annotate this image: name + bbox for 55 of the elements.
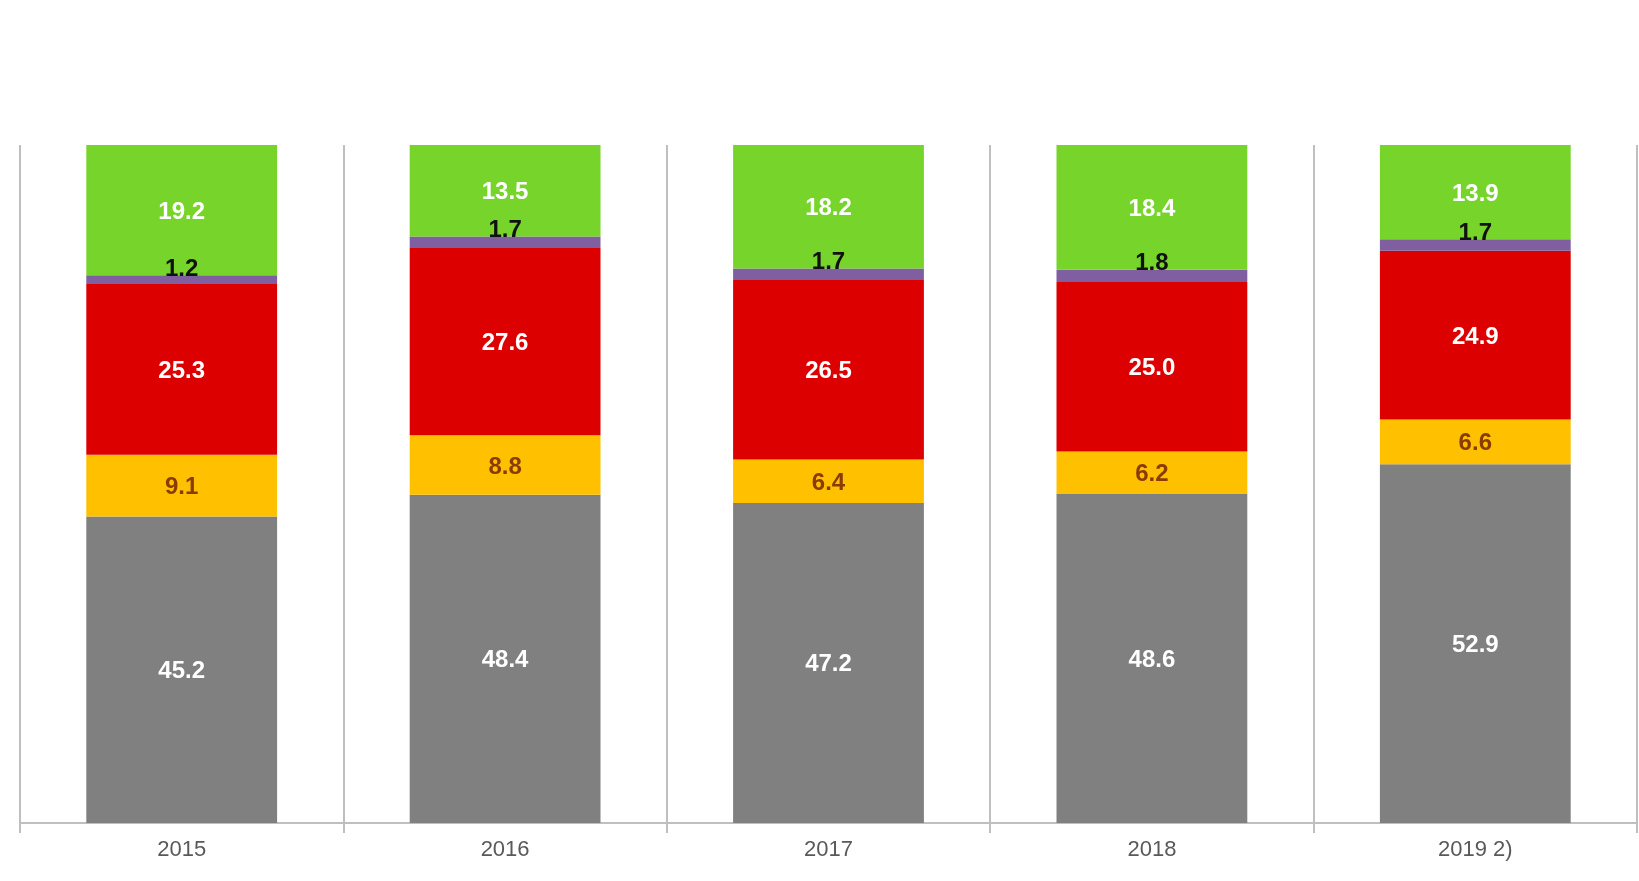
bar bbox=[733, 279, 924, 460]
bar bbox=[1056, 451, 1248, 494]
bar bbox=[409, 145, 601, 237]
data-label: 13.5 bbox=[481, 177, 529, 205]
data-label: 8.8 bbox=[488, 451, 522, 479]
data-label: 6.4 bbox=[811, 467, 846, 495]
bar bbox=[1056, 145, 1248, 270]
bar bbox=[409, 236, 601, 249]
bar bbox=[86, 275, 278, 284]
data-label: 13.9 bbox=[1451, 178, 1499, 206]
data-label: 6.2 bbox=[1135, 458, 1169, 486]
bar bbox=[1379, 250, 1571, 420]
bar bbox=[1379, 419, 1571, 465]
bar bbox=[86, 283, 278, 455]
bar bbox=[1379, 464, 1571, 823]
x-tick-label: 2015 bbox=[157, 835, 207, 861]
data-label: 1.7 bbox=[1458, 217, 1492, 245]
data-label: 18.4 bbox=[1128, 193, 1176, 221]
x-tick-label: 2017 bbox=[804, 835, 853, 861]
data-label: 47.2 bbox=[805, 649, 852, 677]
bar bbox=[1056, 493, 1248, 823]
data-label: 19.2 bbox=[158, 196, 206, 224]
data-label: 9.1 bbox=[165, 472, 199, 500]
data-label: 52.9 bbox=[1451, 630, 1499, 658]
x-tick-label: 2016 bbox=[480, 835, 530, 861]
data-label: 48.4 bbox=[481, 645, 530, 673]
bar bbox=[1379, 239, 1571, 251]
bar bbox=[409, 494, 601, 823]
bar bbox=[733, 268, 924, 280]
data-label: 45.2 bbox=[158, 656, 206, 684]
bar bbox=[733, 145, 924, 269]
data-label: 1.8 bbox=[1135, 248, 1169, 276]
data-label: 1.7 bbox=[811, 246, 846, 274]
bar bbox=[1056, 269, 1248, 282]
x-tick-label: 2018 bbox=[1127, 835, 1177, 861]
bar bbox=[1056, 281, 1248, 452]
bar bbox=[86, 454, 278, 517]
data-label: 25.0 bbox=[1128, 353, 1176, 381]
data-label: 1.7 bbox=[488, 215, 522, 243]
data-label: 18.2 bbox=[805, 193, 852, 221]
data-label: 24.9 bbox=[1451, 321, 1499, 349]
bar bbox=[733, 459, 924, 503]
data-label: 25.3 bbox=[158, 355, 206, 383]
bar bbox=[86, 145, 278, 276]
data-label: 27.6 bbox=[481, 328, 529, 356]
bar bbox=[409, 435, 601, 495]
bar bbox=[86, 516, 278, 823]
data-label: 48.6 bbox=[1128, 644, 1176, 672]
bar bbox=[409, 248, 601, 436]
data-label: 1.2 bbox=[165, 253, 199, 281]
x-tick-label: 2019 2) bbox=[1437, 835, 1513, 861]
bar bbox=[1379, 145, 1571, 240]
bar bbox=[733, 502, 924, 823]
data-label: 26.5 bbox=[805, 356, 852, 384]
data-label: 6.6 bbox=[1458, 428, 1492, 456]
